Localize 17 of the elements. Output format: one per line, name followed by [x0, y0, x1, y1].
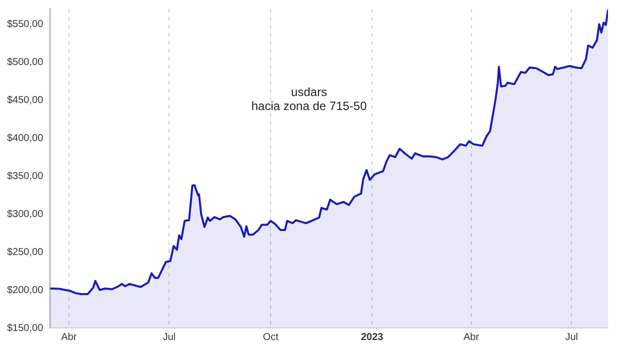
x-tick-label: 2023 [360, 332, 384, 343]
y-tick-label: $300,00 [6, 208, 44, 220]
annotation: hacia zona de 715-50 [251, 99, 368, 113]
y-tick-label: $450,00 [6, 94, 44, 106]
x-tick-label: Jul [162, 332, 176, 343]
y-tick-label: $150,00 [6, 322, 44, 334]
y-tick-label: $200,00 [6, 284, 44, 296]
x-tick-label: Abr [61, 332, 78, 343]
y-tick-label: $550,00 [6, 18, 44, 30]
y-tick-label: $350,00 [6, 170, 44, 182]
annotation: usdars [291, 85, 328, 99]
x-tick-label: Jul [565, 332, 578, 343]
y-tick-label: $250,00 [6, 246, 44, 258]
x-tick-label: Oct [262, 332, 279, 343]
x-tick-label: Abr [464, 332, 480, 343]
y-tick-label: $400,00 [6, 132, 44, 144]
y-tick-label: $500,00 [6, 56, 44, 68]
